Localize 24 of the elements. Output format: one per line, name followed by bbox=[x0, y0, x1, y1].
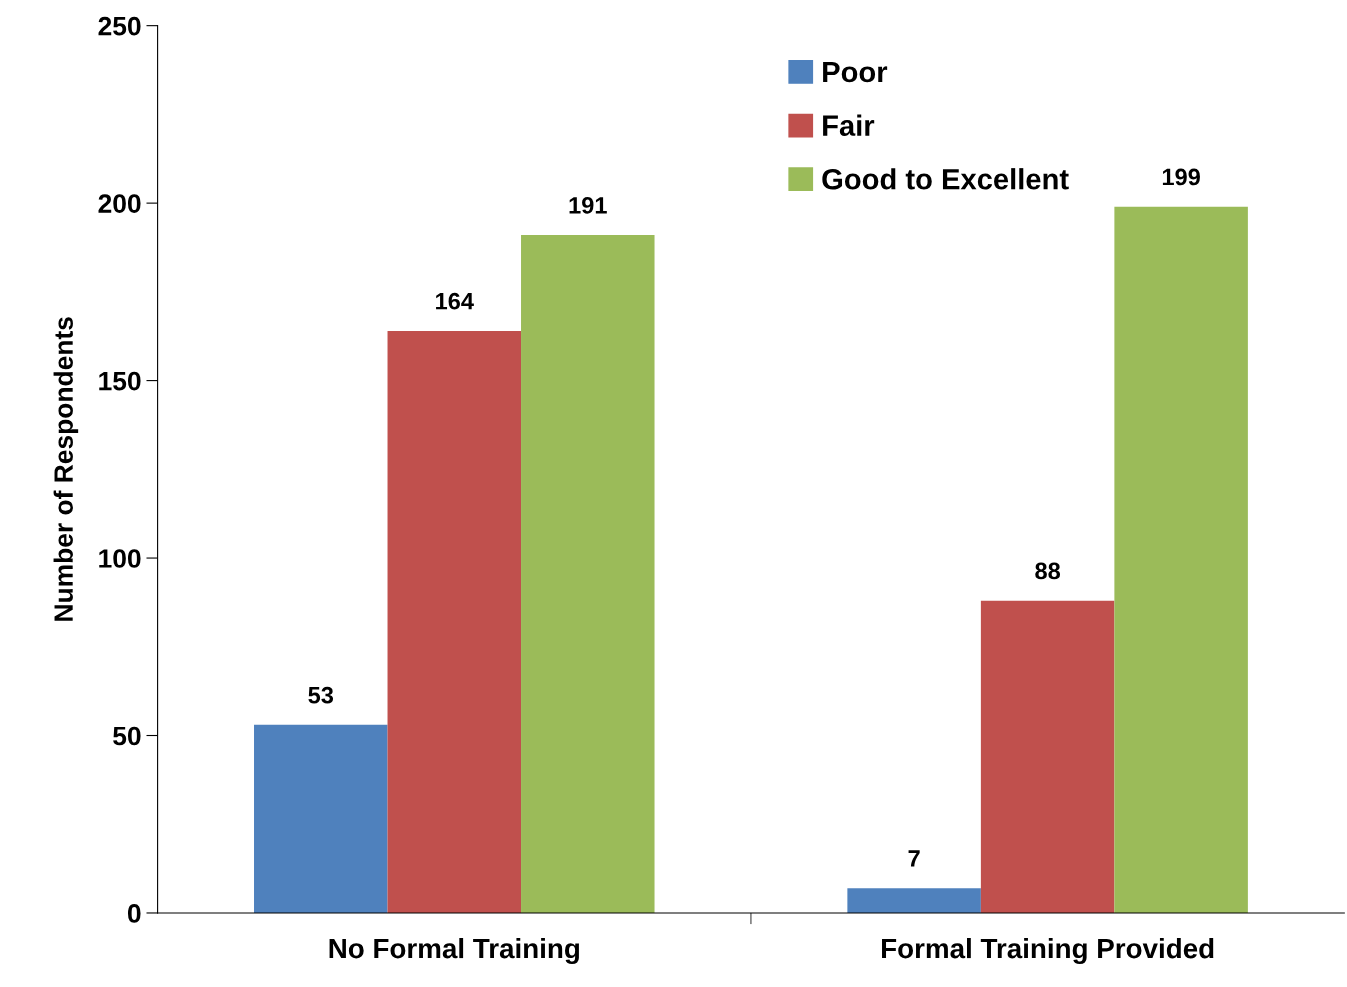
bar bbox=[847, 888, 981, 913]
bar bbox=[521, 235, 655, 913]
y-tick-label: 250 bbox=[98, 16, 141, 36]
x-tick-label: Formal Training Provided bbox=[882, 937, 1214, 964]
bar bbox=[1114, 206, 1248, 913]
y-tick-label: 150 bbox=[99, 371, 141, 391]
bar bbox=[387, 330, 522, 913]
data-label: 53 bbox=[308, 686, 334, 704]
legend-label: Good to Excellent bbox=[822, 168, 1069, 190]
data-label: 191 bbox=[569, 197, 607, 214]
data-label: 199 bbox=[1162, 168, 1200, 186]
x-tick-label: No Formal Training bbox=[329, 937, 579, 964]
y-axis-title: Number of Respondents bbox=[53, 317, 79, 621]
data-label: 88 bbox=[1035, 562, 1061, 580]
y-tick-label: 200 bbox=[98, 194, 141, 213]
data-label: 164 bbox=[436, 292, 474, 310]
y-tick-label: 0 bbox=[128, 904, 141, 923]
legend-label: Poor bbox=[823, 62, 888, 83]
data-label: 7 bbox=[908, 850, 920, 867]
y-tick-label: 50 bbox=[113, 726, 141, 746]
bar bbox=[980, 600, 1115, 913]
bar bbox=[254, 724, 388, 913]
y-tick-label: 100 bbox=[99, 549, 141, 568]
legend-label: Fair bbox=[823, 114, 875, 136]
